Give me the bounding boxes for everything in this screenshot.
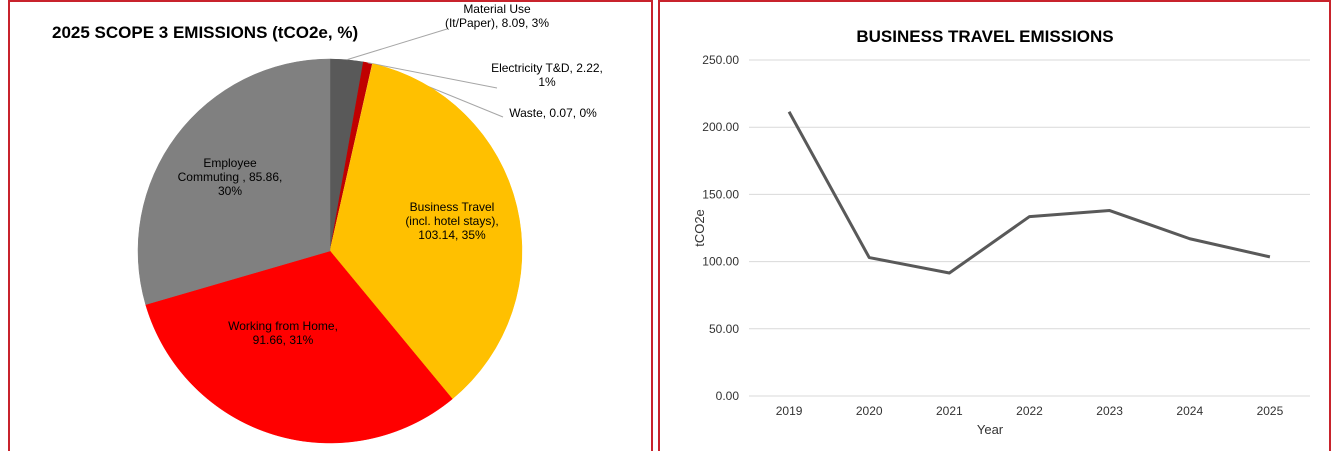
x-tick-label: 2020 — [856, 404, 883, 418]
data-label-line: (It/Paper), 8.09, 3% — [445, 16, 549, 30]
leader-line — [367, 62, 498, 89]
data-label-line: Business Travel — [410, 200, 495, 214]
data-label: Employee Commuting , 85.86, 30% — [178, 156, 283, 198]
y-tick-label: 150.00 — [702, 187, 739, 201]
x-tick-label: 2022 — [1016, 404, 1043, 418]
data-label: Waste, 0.07, 0% — [509, 106, 597, 120]
line-series — [787, 111, 1271, 275]
y-tick-label: 250.00 — [702, 53, 739, 67]
pie-slice — [329, 63, 523, 400]
data-label-line: Working from Home, — [228, 319, 338, 333]
y-tick-label: 0.00 — [716, 389, 740, 403]
panel-frame — [8, 0, 653, 451]
data-label: Working from Home, 91.66, 31% — [228, 319, 338, 347]
x-tick-label: 2021 — [936, 404, 963, 418]
x-tick-label: 2024 — [1176, 404, 1203, 418]
chart-title: 2025 SCOPE 3 EMISSIONS (tCO2e, %) — [52, 23, 358, 42]
data-label-line: 1% — [538, 75, 556, 89]
x-tick-label: 2019 — [776, 404, 803, 418]
data-label: Material Use (It/Paper), 8.09, 3% — [445, 2, 549, 30]
data-label-line: Commuting , 85.86, — [178, 170, 283, 184]
data-label: Electricity T&D, 2.22, 1% — [491, 61, 603, 89]
x-tick-label: 2025 — [1257, 404, 1284, 418]
data-label-line: (incl. hotel stays), — [405, 214, 498, 228]
y-tick-label: 100.00 — [702, 255, 739, 269]
x-axis-label: Year — [977, 422, 1004, 437]
y-axis-label: tCO2e — [692, 209, 707, 247]
data-label: Business Travel (incl. hotel stays), 103.1… — [405, 200, 498, 242]
panel-frame — [658, 0, 1331, 451]
data-label-line: 103.14, 35% — [418, 228, 486, 242]
data-label-line: 91.66, 31% — [253, 333, 314, 347]
x-tick-label: 2023 — [1096, 404, 1123, 418]
leader-line — [346, 28, 448, 61]
data-label-line: 30% — [218, 184, 242, 198]
data-label-line: Waste, 0.07, 0% — [509, 106, 597, 120]
data-label-line: Employee — [203, 156, 257, 170]
data-label-line: Electricity T&D, 2.22, — [491, 61, 603, 75]
y-tick-label: 50.00 — [709, 322, 739, 336]
data-label-line: Material Use — [463, 2, 531, 16]
pie-slice — [145, 250, 453, 444]
pie-slice — [137, 58, 331, 305]
chart-title: BUSINESS TRAVEL EMISSIONS — [856, 27, 1113, 46]
y-tick-label: 200.00 — [702, 120, 739, 134]
